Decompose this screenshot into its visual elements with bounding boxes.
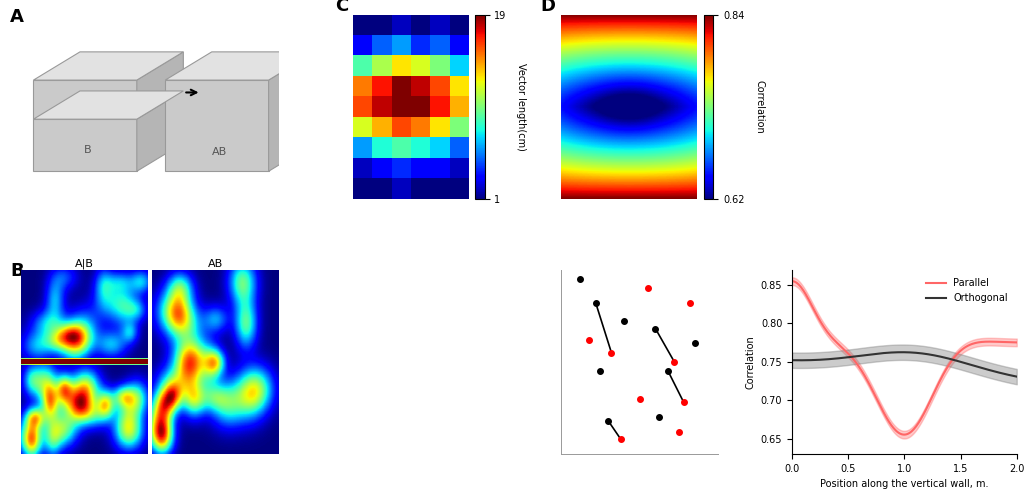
Parallel (919, 407, 931, 413)
Line: Orthogonal: Orthogonal (792, 352, 1017, 377)
X-axis label: Position along the vertical wall, m.: Position along the vertical wall, m. (821, 480, 989, 490)
Polygon shape (34, 52, 184, 80)
Orthogonal (919, 351, 931, 357)
Polygon shape (165, 80, 269, 171)
Parallel (920, 405, 933, 411)
Text: B: B (84, 145, 91, 155)
Line: Parallel: Parallel (792, 281, 1017, 435)
Text: C: C (335, 0, 348, 14)
Orthogonal (787, 357, 799, 363)
Orthogonal (896, 349, 908, 355)
Y-axis label: Vector length(cm): Vector length(cm) (516, 63, 526, 151)
Parallel (787, 278, 799, 284)
Orthogonal (920, 351, 933, 357)
Polygon shape (34, 91, 184, 119)
Polygon shape (269, 52, 315, 171)
Polygon shape (34, 80, 137, 119)
Polygon shape (137, 91, 184, 171)
Text: D: D (541, 0, 556, 14)
Parallel (976, 339, 988, 345)
Parallel (898, 432, 910, 438)
Orthogonal (976, 365, 988, 371)
Polygon shape (34, 119, 137, 171)
Y-axis label: Correlation: Correlation (746, 335, 755, 389)
Text: AB: AB (212, 147, 227, 157)
Legend: Parallel, Orthogonal: Parallel, Orthogonal (922, 274, 1012, 307)
Title: AB: AB (208, 259, 223, 269)
Parallel (1011, 339, 1023, 345)
Parallel (990, 339, 1002, 345)
Orthogonal (1011, 374, 1023, 380)
Text: A: A (10, 7, 24, 25)
Orthogonal (786, 357, 798, 363)
Y-axis label: Correlation: Correlation (754, 80, 764, 134)
Orthogonal (924, 352, 937, 358)
Parallel (924, 398, 937, 404)
Title: A|B: A|B (74, 259, 93, 269)
Parallel (786, 278, 798, 284)
Orthogonal (990, 369, 1002, 375)
Polygon shape (165, 52, 315, 80)
Polygon shape (137, 52, 184, 119)
Text: B: B (10, 262, 24, 280)
Text: A: A (84, 97, 91, 107)
